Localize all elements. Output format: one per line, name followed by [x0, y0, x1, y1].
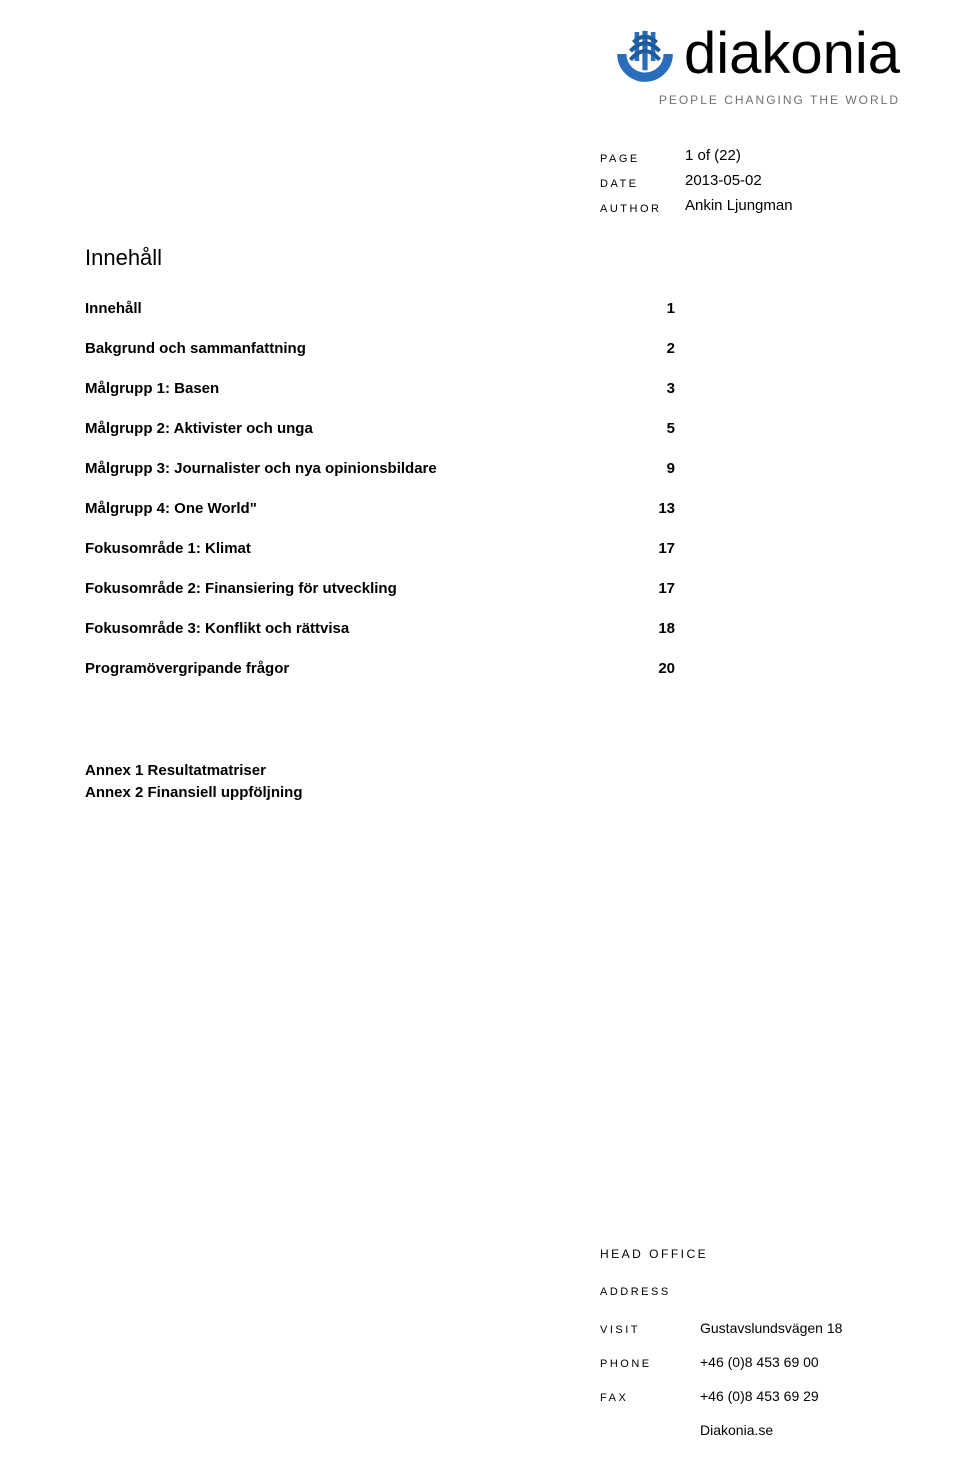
meta-page-label: PAGE	[600, 145, 685, 170]
brand-emblem-icon	[616, 25, 674, 83]
page-title: Innehåll	[85, 245, 162, 271]
meta-author-row: AUTHOR Ankin Ljungman	[600, 195, 793, 220]
toc-entry-label: Bakgrund och sammanfattning	[85, 340, 306, 357]
annex-line: Annex 2 Finansiell uppföljning	[85, 782, 303, 804]
footer-phone-row: PHONE +46 (0)8 453 69 00	[600, 1353, 842, 1373]
footer-visit-label: VISIT	[600, 1319, 700, 1339]
toc-entry-label: Programövergripande frågor	[85, 660, 289, 677]
toc-entry-page: 3	[645, 380, 675, 397]
footer-fax-value: +46 (0)8 453 69 29	[700, 1387, 819, 1407]
footer-visit-value: Gustavslundsvägen 18	[700, 1319, 842, 1339]
footer-fax-row: FAX +46 (0)8 453 69 29	[600, 1387, 842, 1407]
toc-entry-label: Fokusområde 1: Klimat	[85, 540, 251, 557]
toc-entry-label: Målgrupp 1: Basen	[85, 380, 219, 397]
toc-entry-page: 17	[645, 540, 675, 557]
toc-entry-label: Målgrupp 3: Journalister och nya opinion…	[85, 460, 437, 477]
table-of-contents: Innehåll 1 Bakgrund och sammanfattning 2…	[85, 300, 675, 700]
meta-author-label: AUTHOR	[600, 195, 685, 220]
toc-entry: Målgrupp 3: Journalister och nya opinion…	[85, 460, 675, 477]
toc-entry-page: 17	[645, 580, 675, 597]
toc-entry: Fokusområde 2: Finansiering för utveckli…	[85, 580, 675, 597]
footer-phone-value: +46 (0)8 453 69 00	[700, 1353, 819, 1373]
document-meta: PAGE 1 of (22) DATE 2013-05-02 AUTHOR An…	[600, 145, 793, 220]
footer-address-label: ADDRESS	[600, 1283, 842, 1301]
toc-entry-label: Målgrupp 4: One World"	[85, 500, 257, 517]
meta-date-row: DATE 2013-05-02	[600, 170, 793, 195]
toc-entry: Fokusområde 3: Konflikt och rättvisa 18	[85, 620, 675, 637]
toc-entry: Målgrupp 2: Aktivister och unga 5	[85, 420, 675, 437]
annex-block: Annex 1 Resultatmatriser Annex 2 Finansi…	[85, 760, 303, 804]
toc-entry-page: 13	[645, 500, 675, 517]
logo-block: diakonia PEOPLE CHANGING THE WORLD	[616, 20, 900, 107]
footer-phone-label: PHONE	[600, 1353, 700, 1373]
toc-entry: Målgrupp 1: Basen 3	[85, 380, 675, 397]
meta-date-label: DATE	[600, 170, 685, 195]
toc-entry-label: Målgrupp 2: Aktivister och unga	[85, 420, 313, 437]
toc-entry: Målgrupp 4: One World" 13	[85, 500, 675, 517]
toc-entry-page: 5	[645, 420, 675, 437]
meta-date-value: 2013-05-02	[685, 170, 762, 195]
document-page: diakonia PEOPLE CHANGING THE WORLD PAGE …	[0, 0, 960, 1457]
logo-row: diakonia	[616, 20, 900, 87]
meta-author-value: Ankin Ljungman	[685, 195, 793, 220]
footer-block: HEAD OFFICE ADDRESS VISIT Gustavslundsvä…	[600, 1245, 842, 1439]
toc-entry: Programövergripande frågor 20	[85, 660, 675, 677]
toc-entry: Innehåll 1	[85, 300, 675, 317]
toc-entry-page: 9	[645, 460, 675, 477]
brand-wordmark: diakonia	[684, 20, 900, 87]
toc-entry-page: 20	[645, 660, 675, 677]
annex-line: Annex 1 Resultatmatriser	[85, 760, 303, 782]
toc-entry-page: 1	[645, 300, 675, 317]
toc-entry-page: 18	[645, 620, 675, 637]
toc-entry-page: 2	[645, 340, 675, 357]
toc-entry-label: Fokusområde 2: Finansiering för utveckli…	[85, 580, 397, 597]
footer-visit-row: VISIT Gustavslundsvägen 18	[600, 1319, 842, 1339]
meta-page-value: 1 of (22)	[685, 145, 741, 170]
toc-entry-label: Fokusområde 3: Konflikt och rättvisa	[85, 620, 349, 637]
meta-page-row: PAGE 1 of (22)	[600, 145, 793, 170]
footer-fax-label: FAX	[600, 1387, 700, 1407]
brand-tagline: PEOPLE CHANGING THE WORLD	[616, 93, 900, 107]
footer-heading: HEAD OFFICE	[600, 1245, 842, 1263]
toc-entry-label: Innehåll	[85, 300, 142, 317]
footer-site: Diakonia.se	[700, 1421, 842, 1439]
toc-entry: Bakgrund och sammanfattning 2	[85, 340, 675, 357]
toc-entry: Fokusområde 1: Klimat 17	[85, 540, 675, 557]
